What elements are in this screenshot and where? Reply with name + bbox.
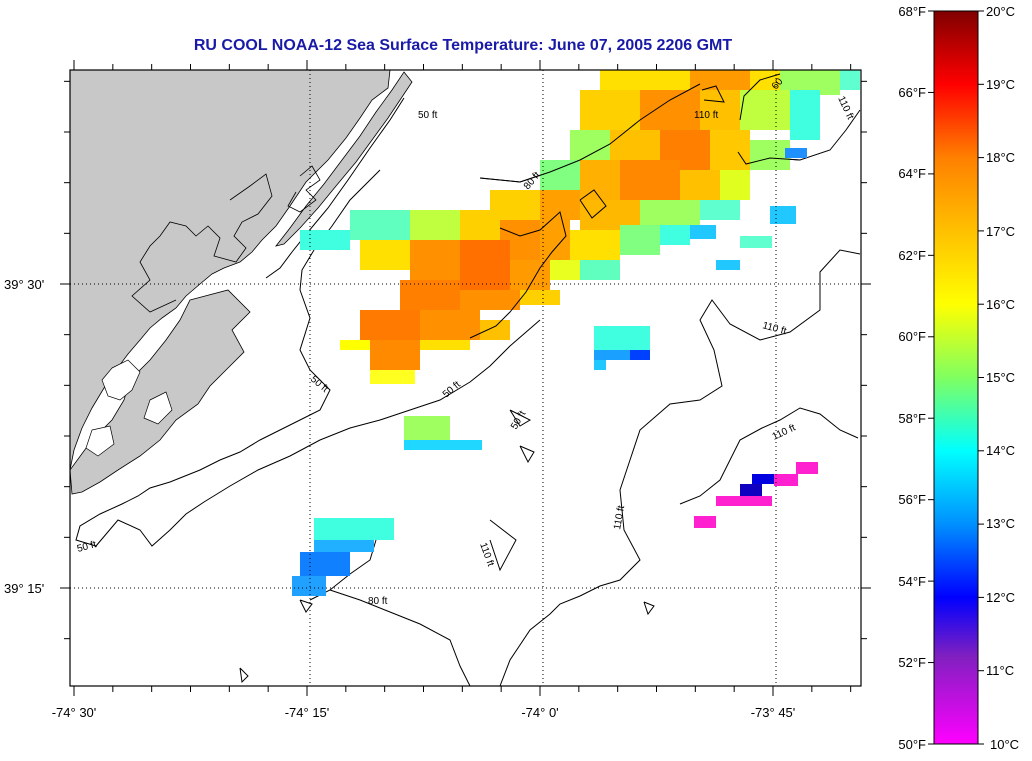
- colorbar: [933, 10, 979, 745]
- fahrenheit-label: 58°F: [898, 411, 926, 426]
- graticule: [70, 70, 861, 686]
- celsius-label: 14°C: [986, 443, 1015, 458]
- axis-ticks: [60, 60, 871, 696]
- contour-label: 50 ft: [76, 539, 98, 555]
- coastline: [287, 165, 321, 213]
- fahrenheit-label: 60°F: [898, 329, 926, 344]
- colorbar-labels: 68°F 66°F 64°F 62°F 60°F 58°F 56°F 54°F …: [898, 4, 1019, 752]
- fahrenheit-label: 66°F: [898, 85, 926, 100]
- lat-label: 39° 30': [4, 277, 44, 292]
- coastline: [131, 173, 273, 313]
- celsius-label: 11°C: [986, 663, 1014, 678]
- colorbar-ticks: [928, 10, 984, 745]
- celsius-label: 15°C: [986, 370, 1015, 385]
- celsius-label: 19°C: [986, 77, 1015, 92]
- map-frame: [69, 69, 862, 687]
- celsius-label: 17°C: [986, 224, 1015, 239]
- lat-label: 39° 15': [4, 581, 44, 596]
- lon-label: -74° 0': [521, 705, 558, 720]
- sst-pixel-layer: [292, 70, 860, 596]
- cold-pink-patches: [694, 462, 818, 528]
- celsius-label: 20°C: [986, 4, 1015, 19]
- fahrenheit-label: 56°F: [898, 492, 926, 507]
- lon-label: -74° 15': [285, 705, 330, 720]
- map-title: RU COOL NOAA-12 Sea Surface Temperature:…: [193, 37, 733, 54]
- contour-label: 110 ft: [612, 504, 627, 530]
- fahrenheit-label: 54°F: [898, 574, 926, 589]
- contour-label: 110 ft: [694, 110, 718, 121]
- fahrenheit-label: 50°F: [898, 737, 926, 752]
- fahrenheit-label: 68°F: [898, 4, 926, 19]
- cool-patches: [292, 326, 650, 596]
- fahrenheit-label: 62°F: [898, 248, 926, 263]
- celsius-label: 13°C: [986, 516, 1015, 531]
- lon-label: -73° 45': [751, 705, 796, 720]
- celsius-label: 10°C: [990, 737, 1019, 752]
- contour-label: 50 ft: [418, 110, 438, 121]
- celsius-label: 12°C: [986, 590, 1015, 605]
- contour-overlay: [469, 73, 801, 339]
- lon-label: -74° 30': [52, 705, 97, 720]
- celsius-label: 16°C: [986, 297, 1015, 312]
- fahrenheit-label: 52°F: [898, 655, 926, 670]
- fahrenheit-label: 64°F: [898, 166, 926, 181]
- warm-plume: [300, 70, 860, 384]
- celsius-label: 18°C: [986, 150, 1015, 165]
- contour-label: 80 ft: [368, 596, 388, 607]
- marsh-area: [85, 359, 173, 457]
